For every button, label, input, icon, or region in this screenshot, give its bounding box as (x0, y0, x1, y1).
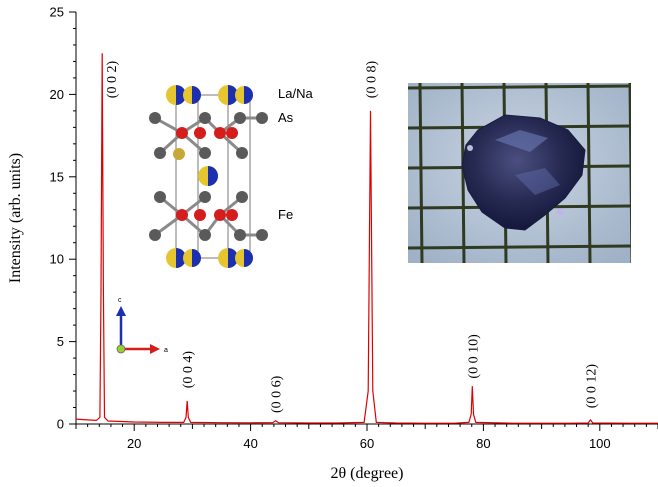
y-tick-label: 15 (50, 169, 64, 184)
y-axis-ticks: 0 5 10 15 20 25 (50, 5, 76, 432)
fe-atoms (176, 127, 238, 221)
y-axis-label: Intensity (arb. units) (7, 153, 24, 283)
peak-label: (0 0 10) (466, 334, 481, 379)
as-atoms (149, 112, 268, 241)
label-la-na: La/Na (278, 86, 313, 101)
peak-labels: (0 0 2) (0 0 4) (0 0 6) (0 0 8) (0 0 10) (0 0… (105, 61, 600, 413)
axis-c-label: c (118, 297, 122, 304)
peak-label: (0 0 6) (270, 375, 285, 413)
crystal-photo-inset (408, 83, 631, 263)
peak-label: (0 0 8) (364, 61, 379, 99)
y-tick-label: 10 (50, 252, 64, 267)
x-tick-label: 80 (476, 436, 490, 451)
peak-label: (0 0 12) (584, 364, 599, 409)
y-tick-label: 25 (50, 5, 64, 20)
label-fe: Fe (278, 207, 293, 222)
axis-indicator: c a (116, 297, 168, 354)
axis-a-label: a (164, 347, 168, 354)
crystal-structure-inset: La/Na As Fe (149, 85, 313, 268)
la-na-atoms-top (166, 85, 253, 105)
label-as: As (278, 110, 294, 125)
y-tick-label: 20 (50, 87, 64, 102)
x-axis-label: 2θ (degree) (331, 465, 404, 482)
x-axis-ticks: 20 40 60 80 100 (75, 424, 658, 451)
peak-label: (0 0 4) (181, 351, 196, 389)
la-na-atom-middle (173, 148, 218, 186)
series-line (75, 53, 658, 424)
x-tick-label: 20 (127, 436, 141, 451)
x-tick-label: 60 (360, 436, 374, 451)
x-tick-label: 40 (243, 436, 257, 451)
x-tick-label: 100 (589, 436, 611, 451)
peak-label: (0 0 2) (105, 61, 120, 99)
y-tick-label: 5 (57, 334, 64, 349)
y-tick-label: 0 (57, 417, 64, 432)
la-na-atoms-bottom (166, 248, 253, 268)
